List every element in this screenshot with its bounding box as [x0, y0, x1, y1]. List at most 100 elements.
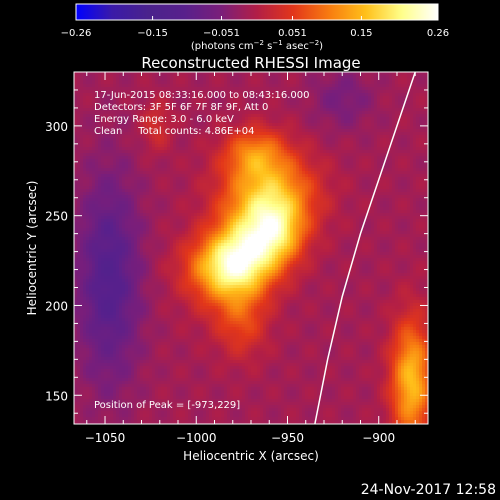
heatmap-cell	[353, 144, 357, 148]
heatmap-cell	[107, 168, 111, 172]
heatmap-cell	[236, 93, 240, 97]
heatmap-cell	[140, 132, 144, 136]
heatmap-cell	[89, 132, 93, 136]
heatmap-cell	[179, 75, 183, 79]
heatmap-cell	[260, 141, 264, 145]
heatmap-cell	[92, 198, 96, 202]
heatmap-cell	[164, 123, 168, 127]
heatmap-cell	[311, 87, 315, 91]
heatmap-cell	[158, 111, 162, 115]
heatmap-cell	[278, 171, 282, 175]
heatmap-cell	[419, 189, 423, 193]
heatmap-cell	[419, 174, 423, 178]
heatmap-cell	[290, 108, 294, 112]
heatmap-cell	[161, 183, 165, 187]
heatmap-cell	[209, 87, 213, 91]
heatmap-cell	[419, 120, 423, 124]
heatmap-cell	[410, 150, 414, 154]
heatmap-cell	[401, 168, 405, 172]
heatmap-cell	[272, 75, 276, 79]
heatmap-cell	[122, 105, 126, 109]
heatmap-cell	[155, 132, 159, 136]
heatmap-cell	[401, 117, 405, 121]
heatmap-cell	[203, 144, 207, 148]
heatmap-cell	[362, 102, 366, 106]
colorbar-tick-label: 0.051	[278, 28, 307, 39]
heatmap-cell	[224, 186, 228, 190]
heatmap-cell	[335, 120, 339, 124]
heatmap-cell	[284, 105, 288, 109]
heatmap-cell	[152, 177, 156, 181]
heatmap-cell	[305, 153, 309, 157]
heatmap-cell	[305, 117, 309, 121]
heatmap-cell	[170, 132, 174, 136]
heatmap-cell	[134, 87, 138, 91]
heatmap-cell	[77, 153, 81, 157]
heatmap-cell	[284, 93, 288, 97]
heatmap-cell	[266, 180, 270, 184]
heatmap-cell	[131, 96, 135, 100]
heatmap-cell	[188, 132, 192, 136]
heatmap-cell	[77, 150, 81, 154]
heatmap-cell	[206, 81, 210, 85]
heatmap-cell	[404, 108, 408, 112]
heatmap-cell	[254, 132, 258, 136]
heatmap-cell	[335, 90, 339, 94]
heatmap-cell	[278, 138, 282, 142]
heatmap-cell	[83, 90, 87, 94]
heatmap-cell	[119, 171, 123, 175]
heatmap-cell	[104, 90, 108, 94]
heatmap-cell	[74, 174, 78, 178]
heatmap-cell	[86, 159, 90, 163]
heatmap-cell	[167, 195, 171, 199]
heatmap-cell	[242, 138, 246, 142]
heatmap-cell	[125, 183, 129, 187]
heatmap-cell	[95, 147, 99, 151]
heatmap-cell	[308, 87, 312, 91]
heatmap-cell	[98, 177, 102, 181]
heatmap-cell	[239, 150, 243, 154]
heatmap-cell	[365, 177, 369, 181]
heatmap-cell	[92, 156, 96, 160]
heatmap-cell	[401, 84, 405, 88]
heatmap-cell	[89, 192, 93, 196]
heatmap-cell	[137, 147, 141, 151]
heatmap-cell	[194, 81, 198, 85]
heatmap-cell	[191, 153, 195, 157]
heatmap-cell	[92, 171, 96, 175]
heatmap-cell	[368, 153, 372, 157]
heatmap-cell	[110, 96, 114, 100]
heatmap-cell	[164, 153, 168, 157]
heatmap-cell	[386, 123, 390, 127]
heatmap-cell	[191, 96, 195, 100]
heatmap-cell	[374, 126, 378, 130]
heatmap-cell	[272, 162, 276, 166]
heatmap-cell	[269, 183, 273, 187]
heatmap-cell	[419, 159, 423, 163]
heatmap-cell	[305, 108, 309, 112]
heatmap-cell	[110, 195, 114, 199]
heatmap-cell	[236, 147, 240, 151]
heatmap-cell	[359, 81, 363, 85]
heatmap-cell	[194, 126, 198, 130]
heatmap-cell	[302, 168, 306, 172]
heatmap-cell	[323, 99, 327, 103]
heatmap-cell	[308, 165, 312, 169]
heatmap-cell	[197, 174, 201, 178]
heatmap-cell	[146, 171, 150, 175]
heatmap-cell	[320, 111, 324, 115]
heatmap-cell	[173, 189, 177, 193]
heatmap-cell	[425, 159, 428, 163]
heatmap-cell	[347, 114, 351, 118]
heatmap-cell	[128, 75, 132, 79]
heatmap-cell	[254, 147, 258, 151]
heatmap-cell	[365, 195, 369, 199]
heatmap-cell	[236, 165, 240, 169]
heatmap-cell	[134, 171, 138, 175]
heatmap-cell	[134, 132, 138, 136]
heatmap-cell	[416, 144, 420, 148]
heatmap-cell	[245, 126, 249, 130]
heatmap-cell	[179, 150, 183, 154]
heatmap-cell	[296, 96, 300, 100]
heatmap-cell	[407, 144, 411, 148]
